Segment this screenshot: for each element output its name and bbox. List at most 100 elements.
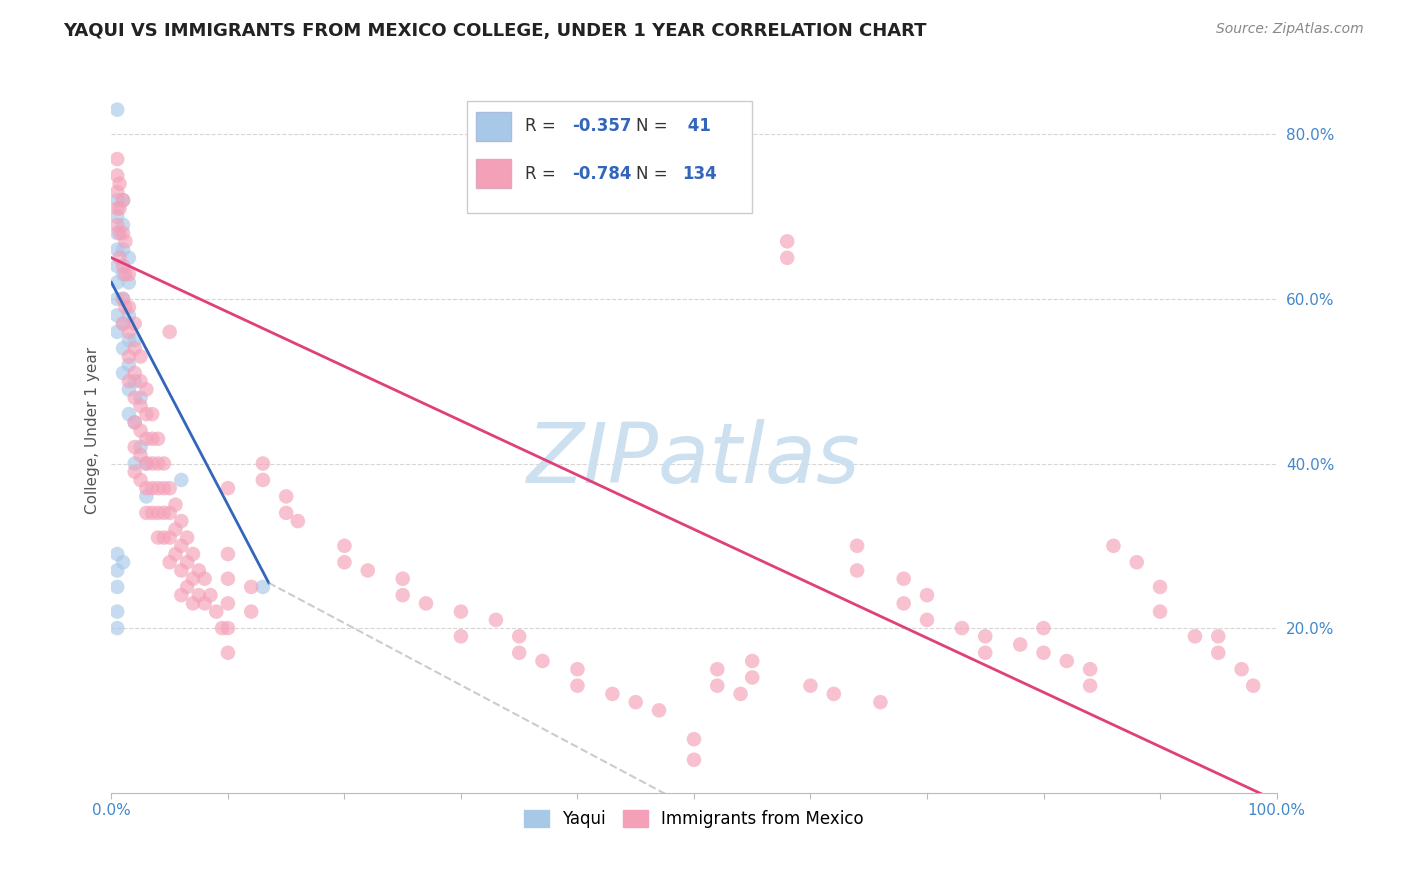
Point [205, 605, 228, 619]
Point [105, 605, 128, 619]
Point [105, 103, 128, 117]
Point [211, 621, 233, 635]
Point [153, 481, 176, 495]
Point [1125, 555, 1147, 569]
Point [118, 407, 141, 421]
Point [112, 193, 135, 207]
Point [823, 687, 845, 701]
Text: N =: N = [636, 118, 672, 136]
Point [114, 235, 136, 249]
Point [141, 432, 163, 446]
Point [105, 243, 128, 257]
Text: Source: ZipAtlas.com: Source: ZipAtlas.com [1216, 22, 1364, 37]
Point [1032, 621, 1054, 635]
Point [146, 457, 169, 471]
Point [730, 687, 752, 701]
Point [683, 753, 706, 767]
Y-axis label: College, Under 1 year: College, Under 1 year [86, 347, 100, 514]
Point [129, 399, 152, 413]
Point [135, 490, 157, 504]
Point [869, 695, 891, 709]
Point [105, 202, 128, 216]
Text: R =: R = [524, 118, 561, 136]
Point [105, 276, 128, 290]
Point [105, 185, 128, 199]
Point [146, 432, 169, 446]
Point [112, 226, 135, 240]
Point [112, 317, 135, 331]
Point [112, 193, 135, 207]
Point [485, 613, 508, 627]
Point [240, 605, 263, 619]
Point [118, 325, 141, 339]
Point [153, 457, 176, 471]
Point [129, 350, 152, 364]
Point [105, 193, 128, 207]
Point [146, 531, 169, 545]
Point [170, 588, 193, 602]
Point [1230, 662, 1253, 676]
Point [1206, 629, 1229, 643]
Point [217, 572, 239, 586]
Point [114, 267, 136, 281]
Point [531, 654, 554, 668]
Point [706, 662, 728, 676]
Point [187, 564, 209, 578]
Point [194, 596, 217, 610]
Point [391, 588, 413, 602]
Point [1149, 580, 1171, 594]
Point [508, 629, 530, 643]
Point [124, 333, 146, 347]
Point [135, 481, 157, 495]
Point [135, 407, 157, 421]
Point [159, 506, 181, 520]
Point [333, 539, 356, 553]
Point [105, 226, 128, 240]
Point [1184, 629, 1206, 643]
Point [1241, 679, 1264, 693]
Point [252, 473, 274, 487]
Point [176, 531, 198, 545]
Point [240, 580, 263, 594]
Point [135, 457, 157, 471]
Point [170, 564, 193, 578]
Point [217, 596, 239, 610]
Point [112, 292, 135, 306]
Text: YAQUI VS IMMIGRANTS FROM MEXICO COLLEGE, UNDER 1 YEAR CORRELATION CHART: YAQUI VS IMMIGRANTS FROM MEXICO COLLEGE,… [63, 22, 927, 40]
Point [176, 580, 198, 594]
Point [118, 300, 141, 314]
Point [124, 415, 146, 429]
Point [415, 596, 437, 610]
Point [108, 177, 131, 191]
Text: R =: R = [524, 164, 561, 183]
Point [974, 629, 997, 643]
Point [683, 732, 706, 747]
Text: 134: 134 [682, 164, 717, 183]
Point [124, 440, 146, 454]
Point [217, 481, 239, 495]
Point [105, 325, 128, 339]
Point [1102, 539, 1125, 553]
Point [165, 547, 187, 561]
Point [112, 259, 135, 273]
Point [1032, 646, 1054, 660]
Text: N =: N = [636, 164, 672, 183]
Point [105, 259, 128, 273]
Point [159, 481, 181, 495]
Point [112, 292, 135, 306]
Point [159, 531, 181, 545]
Point [146, 506, 169, 520]
Point [706, 679, 728, 693]
Legend: Yaqui, Immigrants from Mexico: Yaqui, Immigrants from Mexico [517, 804, 870, 835]
Point [124, 457, 146, 471]
Point [112, 317, 135, 331]
Point [165, 522, 187, 536]
Point [846, 564, 869, 578]
Point [176, 555, 198, 569]
Point [129, 473, 152, 487]
Point [118, 276, 141, 290]
Point [799, 679, 821, 693]
Point [135, 457, 157, 471]
Point [252, 457, 274, 471]
Point [118, 309, 141, 323]
